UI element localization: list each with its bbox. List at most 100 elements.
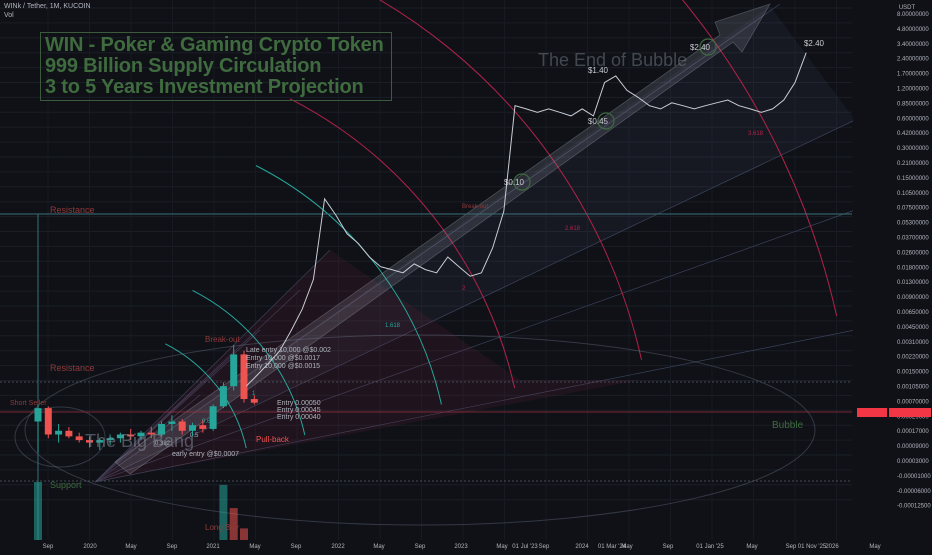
y-axis-tick: 0.01300000 [897,280,929,286]
y-axis-tick: 0.00017000 [897,429,929,435]
fib-small-label: 0.5 [190,433,199,439]
y-axis-tick: 0.00029000 [897,414,929,420]
y-axis-tick: 1.70000000 [897,72,929,78]
fib-fan-ray [94,209,856,483]
candle-body [75,436,83,441]
vol-label: Vol [4,12,14,19]
headline-line-1: WIN - Poker & Gaming Crypto Token [45,34,384,56]
y-axis-tick: 0.03700000 [897,236,929,242]
x-axis-tick: May [373,544,384,550]
annotation-entry-lower: Entry 0.00050 [277,400,321,407]
annotation-pullback: Pull-back [256,435,290,444]
y-axis-tick: 0.00150000 [897,370,929,376]
candle-body [96,440,104,443]
price-badge-left [857,408,887,417]
y-axis-tick: -0.00006000 [897,489,931,495]
annotation-breakout-2: Break-out [462,204,488,210]
x-axis-tick: 01 Mar '24 [598,544,627,550]
headline-box: WIN - Poker & Gaming Crypto Token 999 Bi… [40,32,392,101]
x-axis-tick: Sep [786,544,797,550]
y-axis-tick: 0.00650000 [897,310,929,316]
x-axis-tick: 2024 [575,544,589,550]
candle-layer [34,345,258,453]
fib-arc-label: 3.618 [748,131,764,137]
x-axis-tick: Sep [167,544,178,550]
candle-body [147,432,155,435]
fib-arc-label: 2 [462,286,466,292]
price-badge-right [889,408,931,417]
x-axis-tick: 2026 [825,544,839,550]
x-axis: Sep 2020 May Sep 2021 May Sep 2022 May Sep 2023 May… [0,540,932,550]
price-label: $0.45 [588,117,609,126]
candle-body [137,432,145,437]
y-axis-tick: 1.20000000 [897,87,929,93]
fib-arc [289,98,516,389]
y-axis-tick: 0.00009000 [897,444,929,450]
symbol-title: WINk / Tether, 1M, KUCOIN [4,3,91,10]
x-axis-tick: May [621,544,632,550]
y-axis-tick: 0.00310000 [897,340,929,346]
grid [0,0,920,540]
candle-body [106,438,114,441]
headline-line-2: 999 Billion Supply Circulation [45,55,322,77]
volume-bar [229,508,238,540]
x-axis-tick: 2021 [206,544,220,550]
candle-body [65,430,73,437]
x-axis-bg [0,540,932,550]
y-axis-tick: 0.02600000 [897,250,929,256]
candle-body [178,421,186,431]
y-axis-tick: 8.00000000 [897,12,929,18]
chart-header: WINk / Tether, 1M, KUCOIN Vol [4,2,91,20]
y-axis-tick: 0.01800000 [897,265,929,271]
y-axis-tick: 0.21000000 [897,161,929,167]
annotation-end-of-bubble: The End of Bubble [538,50,687,70]
candle-body [250,399,258,403]
annotation-big-bang: The Big Bang [85,431,194,451]
levels-layer: Resistance Resistance Support Short Seller [0,205,852,540]
candle-body [86,440,93,443]
y-axis-tick: 0.00900000 [897,295,929,301]
fib-fan-ray [94,329,856,483]
price-path [245,52,807,387]
level-label-resistance-lower: Resistance [50,363,95,373]
annotation-breakout-1: Break-out [205,335,240,344]
fib-arc-label: 1.618 [385,323,401,329]
price-label: $1.40 [588,66,609,75]
x-axis-tick: 2020 [83,544,97,550]
fib-red-zone [95,250,640,482]
y-axis-tick: 0.07500000 [897,206,929,212]
price-label: $2.40 [690,43,711,52]
price-target-circle [699,38,717,56]
x-axis-tick: May [746,544,757,550]
fib-fan-ray [94,359,231,483]
price-target-circle [513,173,531,191]
fib-arc-label: 2.618 [565,226,581,232]
fib-arc [255,165,442,405]
y-axis-tick: 2.40000000 [897,57,929,63]
fib-small-label: 0.382 [155,441,171,447]
y-axis-unit: USDT [899,5,916,11]
y-axis-tick: 0.15000000 [897,176,929,182]
candle-body [116,434,124,439]
y-axis-tick: 0.00450000 [897,325,929,331]
candle-body [240,354,248,400]
level-label-support: Support [50,480,82,490]
x-axis-tick: Sep [539,544,550,550]
y-axis-tick: 0.00003000 [897,459,929,465]
volume-bar [240,528,248,540]
fib-fan-ray [94,394,201,483]
bubble-ellipse [24,334,816,526]
fib-fan-ray [94,3,781,483]
y-axis-bg [853,0,932,550]
level-label-short-seller: Short Seller [10,400,47,407]
fib-arc-label: 1 [252,391,256,397]
y-axis-tick: 0.00105000 [897,385,929,391]
price-label: $2.40 [804,39,825,48]
fib-arc [378,0,642,360]
headline-line-3: 3 to 5 Years Investment Projection [45,76,364,98]
x-axis-tick: Sep [415,544,426,550]
annotation-early-entry: early entry @$0.0007 [172,451,239,458]
candle-body [127,434,135,437]
